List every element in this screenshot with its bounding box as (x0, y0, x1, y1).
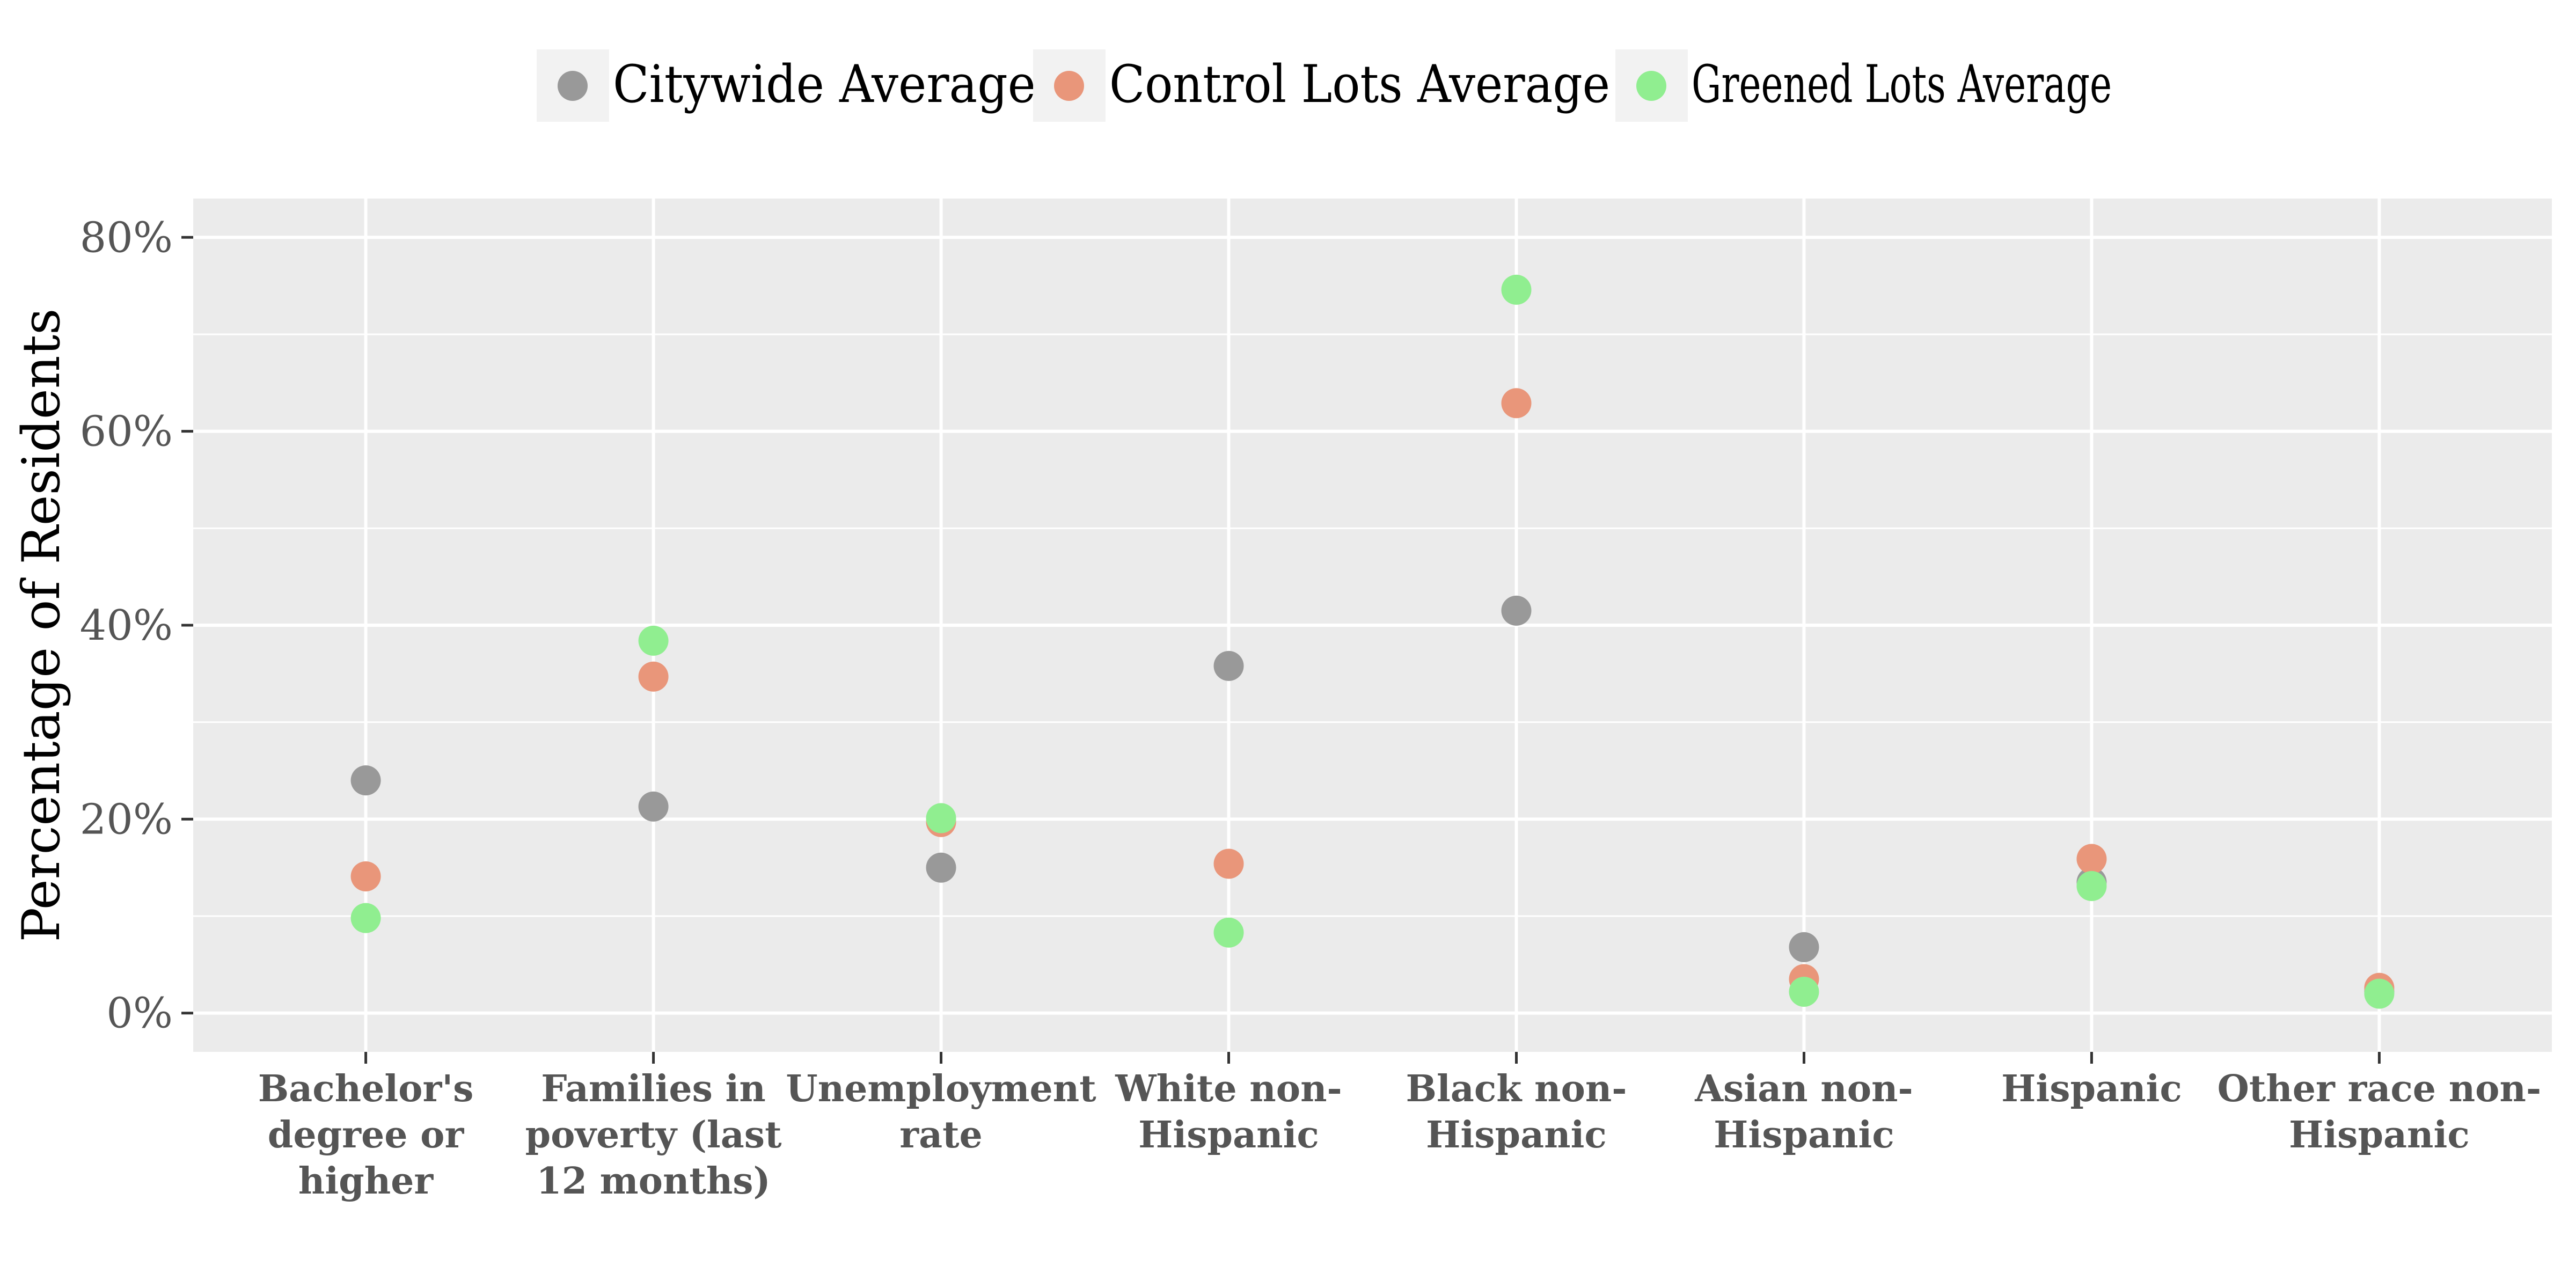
data-point (1213, 917, 1244, 948)
legend-marker (558, 71, 588, 101)
x-tick-label: Other race non-Hispanic (2218, 1067, 2542, 1157)
data-point (1501, 388, 1532, 419)
legend-marker (1636, 71, 1666, 101)
legend: Citywide Average Control Lots Average Gree… (537, 49, 2112, 122)
data-point (1213, 848, 1244, 879)
grid-lines (193, 199, 2552, 1052)
x-tick-label: Asian non-Hispanic (1694, 1067, 1913, 1157)
data-point (350, 903, 381, 933)
y-tick-label: 0% (106, 990, 173, 1038)
data-point (350, 861, 381, 891)
y-tick-label: 60% (80, 408, 173, 456)
y-axis-title: Percentage of Residents (11, 309, 71, 942)
legend-label: Citywide Average (613, 54, 1036, 114)
legend-label: Greened Lots Average (1692, 54, 2112, 114)
data-point (1789, 932, 1819, 962)
legend-label: Control Lots Average (1109, 54, 1610, 114)
x-tick-label: Families in poverty (last 12 months) (525, 1067, 782, 1203)
x-tick-label: Hispanic (2001, 1067, 2182, 1110)
legend-item: Control Lots Average (1033, 49, 1610, 122)
data-point (926, 852, 956, 883)
y-axis: 0% 20% 40% 60% 80% (80, 214, 193, 1038)
legend-marker (1054, 71, 1084, 101)
y-tick-label: 20% (80, 795, 173, 844)
x-tick-label: Unemployment rate (786, 1067, 1096, 1157)
x-tick-label: White non-Hispanic (1115, 1067, 1342, 1157)
data-point (1213, 650, 1244, 681)
data-points (350, 274, 2395, 1009)
data-point (1501, 595, 1532, 626)
y-tick-label: 40% (80, 602, 173, 650)
data-point (2076, 871, 2107, 902)
x-tick-label: Black non-Hispanic (1406, 1067, 1627, 1157)
data-point (638, 661, 669, 692)
x-axis: Bachelor's degree or higher Families in pove… (258, 1052, 2541, 1203)
data-point (350, 765, 381, 796)
data-point (638, 625, 669, 656)
legend-item: Greened Lots Average (1615, 49, 2112, 122)
legend-item: Citywide Average (537, 49, 1036, 122)
data-point (926, 803, 956, 833)
data-point (2364, 978, 2395, 1009)
data-point (638, 791, 669, 822)
data-point (1789, 976, 1819, 1007)
data-point (1501, 274, 1532, 305)
x-tick-label: Bachelor's degree or higher (258, 1067, 474, 1203)
data-point (2076, 844, 2107, 874)
y-tick-label: 80% (80, 214, 173, 262)
